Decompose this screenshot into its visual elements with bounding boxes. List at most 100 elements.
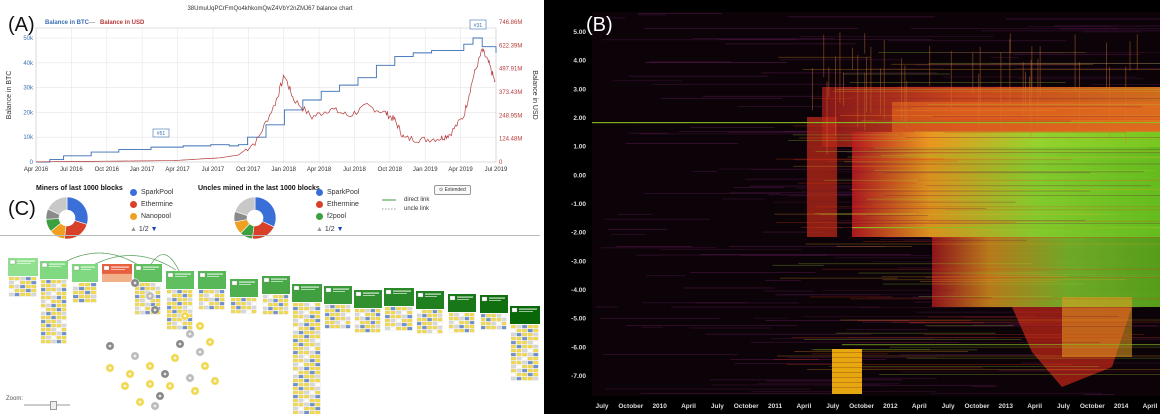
tx-cell	[46, 299, 51, 304]
tx-cell	[309, 338, 315, 343]
uncle-node[interactable]	[185, 329, 195, 339]
tx-cell	[292, 334, 298, 339]
tx-cell	[448, 328, 454, 333]
block-card[interactable]	[262, 276, 290, 315]
uncle-node[interactable]	[145, 361, 155, 371]
miners-pie-chart[interactable]	[40, 194, 94, 242]
tx-cell	[72, 290, 79, 295]
tx-cell	[486, 317, 491, 322]
uncle-node[interactable]	[145, 291, 155, 301]
block-card[interactable]	[166, 271, 194, 330]
tx-cell	[365, 328, 370, 333]
tx-cell	[230, 301, 236, 306]
block-card[interactable]	[40, 261, 68, 344]
block-card[interactable]	[510, 306, 540, 381]
heatmap-body	[592, 12, 1160, 396]
tx-cell	[516, 360, 522, 365]
balance-grid	[35, 27, 497, 163]
x-tick-label: Jul 2016	[60, 167, 83, 173]
block-card[interactable]	[448, 294, 476, 333]
block-card[interactable]	[354, 290, 382, 333]
tx-cell	[298, 410, 304, 414]
uncles-legend-item-2[interactable]: Ethermine	[316, 201, 359, 208]
uncle-node[interactable]	[125, 369, 135, 379]
uncle-node[interactable]	[175, 339, 185, 349]
uncle-node[interactable]	[105, 363, 115, 373]
block-card[interactable]	[416, 291, 444, 334]
tx-cell	[292, 382, 298, 387]
tx-cell	[309, 394, 315, 399]
tx-cell	[401, 326, 407, 331]
uncle-node[interactable]	[195, 321, 205, 331]
uncle-node[interactable]	[150, 401, 160, 411]
block-card[interactable]	[230, 279, 258, 314]
block-card[interactable]	[480, 295, 508, 330]
tx-cell	[309, 358, 315, 363]
extended-button[interactable]: ⊙ Extended	[434, 185, 471, 195]
zoom-slider-handle[interactable]	[50, 401, 57, 410]
block-card[interactable]	[292, 284, 322, 414]
tx-cell	[527, 340, 533, 345]
uncle-node[interactable]	[130, 351, 140, 361]
tx-cell	[345, 324, 351, 329]
block-card[interactable]	[102, 264, 132, 282]
miners-legend-item-2[interactable]: Ethermine	[130, 201, 173, 208]
zoom-slider-track[interactable]	[24, 404, 70, 406]
uncle-node[interactable]	[165, 381, 175, 391]
uncles-legend-item-3[interactable]: f2pool	[316, 213, 346, 220]
tx-cell	[198, 289, 204, 294]
miners-legend-item-3[interactable]: Nanopool	[130, 213, 171, 220]
block-card[interactable]	[198, 271, 226, 310]
tx-cell	[46, 339, 51, 344]
tx-cell	[454, 328, 459, 333]
uncle-node[interactable]	[145, 379, 155, 389]
tx-cell	[315, 390, 321, 395]
tx-cell	[401, 318, 407, 323]
uncle-node[interactable]	[120, 381, 130, 391]
uncle-node[interactable]	[190, 386, 200, 396]
tx-cell	[427, 317, 432, 322]
uncle-node[interactable]	[200, 361, 210, 371]
uncle-node[interactable]	[155, 391, 165, 401]
tx-cell	[292, 406, 298, 411]
block-card[interactable]	[324, 286, 352, 329]
uncle-node[interactable]	[185, 373, 195, 383]
uncle-node[interactable]	[105, 341, 115, 351]
tx-cell	[298, 314, 304, 319]
uncles-pie-chart[interactable]	[228, 194, 282, 242]
block-graph[interactable]	[0, 236, 540, 414]
uncle-node[interactable]	[150, 305, 160, 315]
heatmap-x-tick-label: April	[681, 403, 696, 410]
uncle-node[interactable]	[160, 369, 170, 379]
tx-cell	[459, 316, 464, 321]
tx-cell	[177, 309, 182, 314]
uncle-node[interactable]	[135, 397, 145, 407]
y-label-left: Balance in BTC	[6, 71, 13, 120]
tx-cell	[177, 289, 182, 294]
uncle-node[interactable]	[195, 347, 205, 357]
uncle-node[interactable]	[170, 353, 180, 363]
block-card[interactable]	[72, 264, 98, 303]
uncles-pager[interactable]: ▲ 1/2 ▼	[316, 226, 344, 233]
annotation-31[interactable]: #31	[469, 19, 487, 30]
tx-cell	[522, 356, 528, 361]
block-card[interactable]	[384, 288, 414, 331]
tx-cell	[219, 305, 225, 310]
block-card[interactable]	[8, 258, 38, 297]
miners-legend-item-1[interactable]: SparkPool	[130, 189, 173, 196]
uncle-node[interactable]	[130, 278, 140, 288]
annotation-51[interactable]: #51	[152, 128, 170, 138]
tx-cell	[278, 298, 284, 303]
tx-cell	[516, 340, 522, 345]
x-tick-label: Oct 2016	[95, 167, 120, 173]
tx-cell	[166, 321, 172, 326]
uncle-node[interactable]	[210, 376, 220, 386]
uncle-node[interactable]	[205, 337, 215, 347]
uncles-legend-item-1[interactable]: SparkPool	[316, 189, 359, 196]
uncle-node[interactable]	[180, 311, 190, 321]
tx-cell	[46, 295, 51, 300]
tx-cell	[527, 356, 533, 361]
heatmap-y-tick-label: 2.00	[573, 115, 586, 122]
miners-pager[interactable]: ▲ 1/2 ▼	[130, 226, 158, 233]
miners-pie-title: Miners of last 1000 blocks	[36, 185, 123, 192]
